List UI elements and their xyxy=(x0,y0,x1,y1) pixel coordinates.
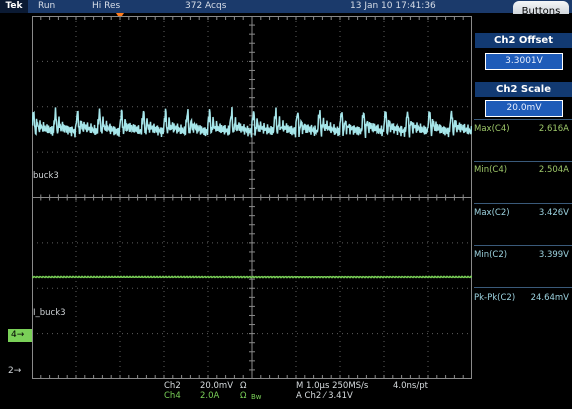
ch4-waveform-trace xyxy=(32,275,472,279)
measurement-value: 2.616A xyxy=(538,124,569,134)
measurement-label: Pk-Pk(C2) xyxy=(474,293,516,303)
ch4-coupling-icon: Ω xyxy=(240,391,247,401)
measurement-value: 3.399V xyxy=(538,250,569,260)
menu-divider xyxy=(474,245,572,246)
ch4-ground-marker[interactable]: 4→ xyxy=(8,329,32,342)
measurement-value: 3.426V xyxy=(538,208,569,218)
ch2-reference-label: buck3 xyxy=(33,171,59,181)
ch2-ground-marker[interactable]: 2→ xyxy=(8,366,22,376)
ch4-bandwidth-limit: Bw xyxy=(251,393,262,401)
ch2-waveform-trace xyxy=(32,107,472,139)
acquisition-mode: Hi Res xyxy=(92,1,121,11)
side-menu xyxy=(473,14,572,409)
ch2-readout-scale[interactable]: 20.0mV xyxy=(200,381,234,391)
measurement-label: Max(C4) xyxy=(474,124,510,134)
ch2-marker-label: 2 xyxy=(8,366,14,376)
run-state: Run xyxy=(38,1,56,11)
acquisition-count: 372 Acqs xyxy=(185,1,227,11)
measurement-label: Min(C4) xyxy=(474,165,508,175)
menu-divider xyxy=(474,287,572,288)
ch4-readout-name[interactable]: Ch4 xyxy=(164,391,181,401)
measurement-label: Min(C2) xyxy=(474,250,508,260)
waveform-display[interactable] xyxy=(32,16,472,379)
ch4-reference-label: I_buck3 xyxy=(33,308,66,318)
sample-resolution: 4.0ns/pt xyxy=(393,381,428,391)
ch2-offset-value[interactable]: 3.3001V xyxy=(485,53,563,70)
date-time: 13 Jan 10 17:41:36 xyxy=(350,1,436,11)
ch2-coupling-icon: Ω xyxy=(240,381,247,391)
ch2-scale-title[interactable]: Ch2 Scale xyxy=(475,82,572,97)
menu-divider xyxy=(474,119,572,120)
ch2-offset-title[interactable]: Ch2 Offset xyxy=(475,33,572,48)
graticule xyxy=(32,16,472,379)
brand-label: Tek xyxy=(0,0,28,13)
measurement-label: Max(C2) xyxy=(474,208,510,218)
ch2-scale-value[interactable]: 20.0mV xyxy=(485,100,563,117)
status-bar: Tek Run Hi Res 372 Acqs 13 Jan 10 17:41:… xyxy=(0,0,572,13)
measurement-value: 2.504A xyxy=(538,165,569,175)
ch4-readout-scale[interactable]: 2.0A xyxy=(200,391,220,401)
ch4-marker-label: 4 xyxy=(11,330,17,340)
timebase-readout[interactable]: M 1.0µs 250MS/s xyxy=(296,381,369,391)
ch2-readout-name[interactable]: Ch2 xyxy=(164,381,181,391)
measurement-value: 24.64mV xyxy=(530,293,569,303)
menu-divider xyxy=(474,161,572,162)
trigger-readout[interactable]: A Ch2 ⁄ 3.41V xyxy=(296,391,353,401)
menu-divider xyxy=(474,203,572,204)
